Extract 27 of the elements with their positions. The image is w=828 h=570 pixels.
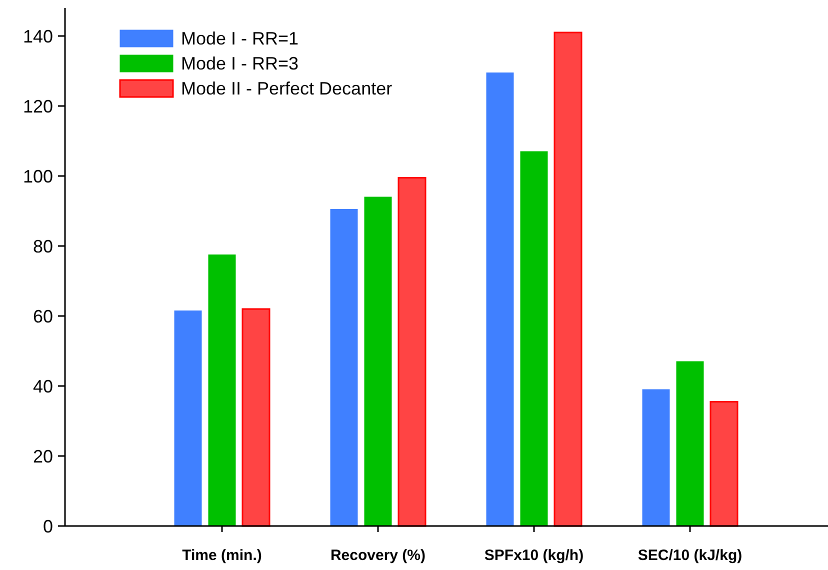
- bar: [174, 310, 202, 526]
- x-tick-label: Recovery (%): [330, 547, 426, 564]
- y-tick-label: 100: [22, 166, 53, 186]
- legend-label: Mode I - RR=1: [181, 28, 299, 48]
- y-tick-label: 0: [42, 516, 53, 536]
- bar: [364, 196, 392, 526]
- bar: [676, 361, 704, 526]
- bar: [486, 72, 514, 526]
- bar: [242, 308, 270, 527]
- y-tick-label: 80: [32, 236, 53, 256]
- bar: [554, 32, 582, 527]
- x-tick-label: SEC/10 (kJ/kg): [638, 547, 742, 564]
- y-tick-label: 140: [22, 26, 53, 46]
- y-tick-label: 20: [32, 446, 53, 466]
- bar: [330, 209, 358, 526]
- legend-label: Mode II - Perfect Decanter: [181, 78, 392, 98]
- bar: [642, 389, 670, 526]
- y-tick-label: 40: [32, 376, 53, 396]
- y-tick-label: 120: [22, 96, 53, 116]
- bar: [520, 151, 548, 526]
- y-tick-label: 60: [32, 306, 53, 326]
- x-tick-label: SPFx10 (kg/h): [484, 547, 584, 564]
- bar: [398, 177, 426, 527]
- x-tick-label: Time (min.): [182, 547, 262, 564]
- bar: [208, 254, 236, 526]
- bar: [710, 401, 738, 527]
- legend-label: Mode I - RR=3: [181, 53, 299, 74]
